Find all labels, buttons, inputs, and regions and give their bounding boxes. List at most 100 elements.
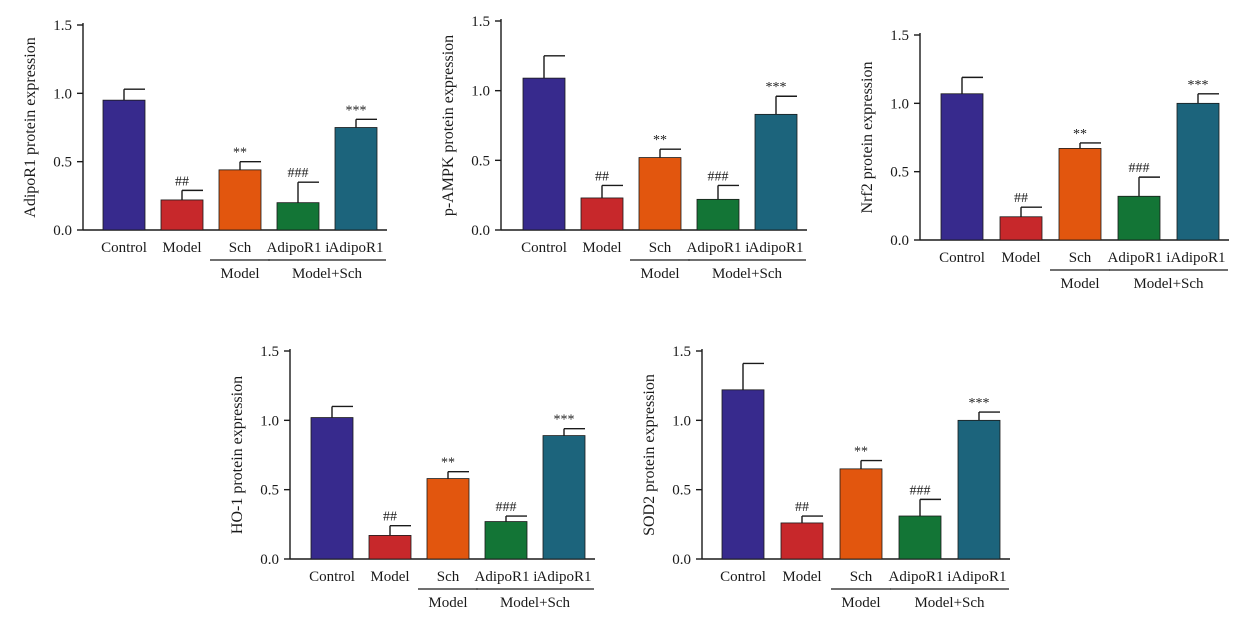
panel5-y-tick-label: 1.0 <box>672 413 691 429</box>
panel5-category-label-4: AdipoR1 i <box>889 569 952 585</box>
panel2-category-label-5: AdipoR1 <box>748 240 803 256</box>
panel1-y-tick-label: 1.0 <box>53 86 72 102</box>
panel3-y-tick-label: 0.5 <box>890 165 909 181</box>
panel1-significance-3: ** <box>233 146 247 161</box>
panel1-category-label-3: Sch <box>229 240 252 256</box>
panel2-bar-5 <box>755 114 797 230</box>
panel4-bar-2 <box>369 535 411 559</box>
panel3-significance-5: *** <box>1188 78 1209 93</box>
panel5-bar-5 <box>958 420 1000 559</box>
panel4-group-label-1: Model <box>428 595 467 611</box>
panel4-significance-5: *** <box>554 413 575 428</box>
panel3-bar-3 <box>1059 148 1101 240</box>
panel5-y-tick-label: 0.5 <box>672 483 691 499</box>
panel5-category-label-5: AdipoR1 <box>951 569 1006 585</box>
panel3-significance-4: ### <box>1129 161 1150 176</box>
panel2-significance-3: ** <box>653 133 667 148</box>
panel3-bar-4 <box>1118 196 1160 240</box>
panel4-y-tick-label: 0.0 <box>260 552 279 568</box>
panel2-significance-2: ## <box>595 169 609 184</box>
panel2-category-label-2: Model <box>582 240 621 256</box>
panel1-category-label-2: Model <box>162 240 201 256</box>
panel5-group-label-2: Model+Sch <box>914 595 985 611</box>
panel4-significance-4: ### <box>496 500 517 515</box>
panel1-y-axis-label: AdipoR1 protein expression <box>22 37 39 217</box>
panel2-bar-3 <box>639 158 681 230</box>
panel2-category-label-3: Sch <box>649 240 672 256</box>
panel2-bar-1 <box>523 78 565 230</box>
panel2-y-tick-label: 0.0 <box>471 223 490 239</box>
panel4-category-label-3: Sch <box>437 569 460 585</box>
panel5-bar-2 <box>781 523 823 559</box>
panel4-y-tick-label: 1.0 <box>260 413 279 429</box>
panel1-bar-5 <box>335 128 377 231</box>
panel1-group-label-1: Model <box>220 266 259 282</box>
panel3-category-label-3: Sch <box>1069 250 1092 266</box>
panel4-significance-2: ## <box>383 510 397 525</box>
panel3-bar-1 <box>941 94 983 240</box>
panel5-category-label-3: Sch <box>850 569 873 585</box>
panel1-category-label-4: AdipoR1 i <box>267 240 330 256</box>
panel4-significance-3: ** <box>441 456 455 471</box>
panel5-significance-5: *** <box>969 396 990 411</box>
panel3-y-tick-label: 1.5 <box>890 28 909 44</box>
panel5-y-axis-label: SOD2 protein expression <box>641 374 658 536</box>
panel5-category-label-1: Control <box>720 569 766 585</box>
panel5-category-label-2: Model <box>782 569 821 585</box>
panel4-category-label-1: Control <box>309 569 355 585</box>
panel1-group-label-2: Model+Sch <box>292 266 363 282</box>
panel1-y-tick-label: 0.0 <box>53 223 72 239</box>
panel2-y-tick-label: 1.0 <box>471 84 490 100</box>
panel1-bar-4 <box>277 203 319 230</box>
panel4-group-label-2: Model+Sch <box>500 595 571 611</box>
panel2-y-axis-label: p-AMPK protein expression <box>440 35 457 216</box>
panel3-bar-2 <box>1000 217 1042 240</box>
panel3-y-tick-label: 1.0 <box>890 96 909 112</box>
panel5-y-tick-label: 1.5 <box>672 344 691 360</box>
panel5-bar-3 <box>840 469 882 559</box>
panel3-group-label-1: Model <box>1060 276 1099 292</box>
panel5-significance-3: ** <box>854 445 868 460</box>
panel5-bar-1 <box>722 390 764 559</box>
panel2-significance-4: ### <box>708 169 729 184</box>
panel4-bar-1 <box>311 418 353 559</box>
panel4-y-tick-label: 1.5 <box>260 344 279 360</box>
panel1-bar-1 <box>103 100 145 230</box>
panel1-significance-5: *** <box>346 103 367 118</box>
panel1-bar-3 <box>219 170 261 230</box>
panel3-y-axis-label: Nrf2 protein expression <box>859 62 876 214</box>
panel2-y-tick-label: 0.5 <box>471 153 490 169</box>
panel3-category-label-1: Control <box>939 250 985 266</box>
panel5-y-tick-label: 0.0 <box>672 552 691 568</box>
panel5-significance-2: ## <box>795 500 809 515</box>
panel3-category-label-4: AdipoR1 i <box>1108 250 1171 266</box>
panel1-category-label-5: AdipoR1 <box>328 240 383 256</box>
panel2-bar-4 <box>697 199 739 230</box>
panel2-significance-5: *** <box>766 80 787 95</box>
panel1-y-tick-label: 1.5 <box>53 18 72 34</box>
panel3-y-tick-label: 0.0 <box>890 233 909 249</box>
panel4-y-axis-label: HO-1 protein expression <box>229 376 246 534</box>
panel3-category-label-2: Model <box>1001 250 1040 266</box>
panel3-bar-5 <box>1177 103 1219 240</box>
panel4-bar-5 <box>543 436 585 559</box>
panel2-group-label-1: Model <box>640 266 679 282</box>
panel5-group-label-1: Model <box>841 595 880 611</box>
panel2-category-label-1: Control <box>521 240 567 256</box>
panel4-y-tick-label: 0.5 <box>260 483 279 499</box>
panel1-y-tick-label: 0.5 <box>53 155 72 171</box>
panel2-group-label-2: Model+Sch <box>712 266 783 282</box>
panel4-category-label-4: AdipoR1 i <box>475 569 538 585</box>
panel1-significance-2: ## <box>175 174 189 189</box>
panel5-significance-4: ### <box>910 483 931 498</box>
panel2-y-tick-label: 1.5 <box>471 14 490 30</box>
panel4-category-label-5: AdipoR1 <box>536 569 591 585</box>
panel1-significance-4: ### <box>288 166 309 181</box>
panel1-bar-2 <box>161 200 203 230</box>
panel1-category-label-1: Control <box>101 240 147 256</box>
panel4-bar-4 <box>485 522 527 559</box>
panel3-group-label-2: Model+Sch <box>1133 276 1204 292</box>
panel5-bar-4 <box>899 516 941 559</box>
panel2-bar-2 <box>581 198 623 230</box>
